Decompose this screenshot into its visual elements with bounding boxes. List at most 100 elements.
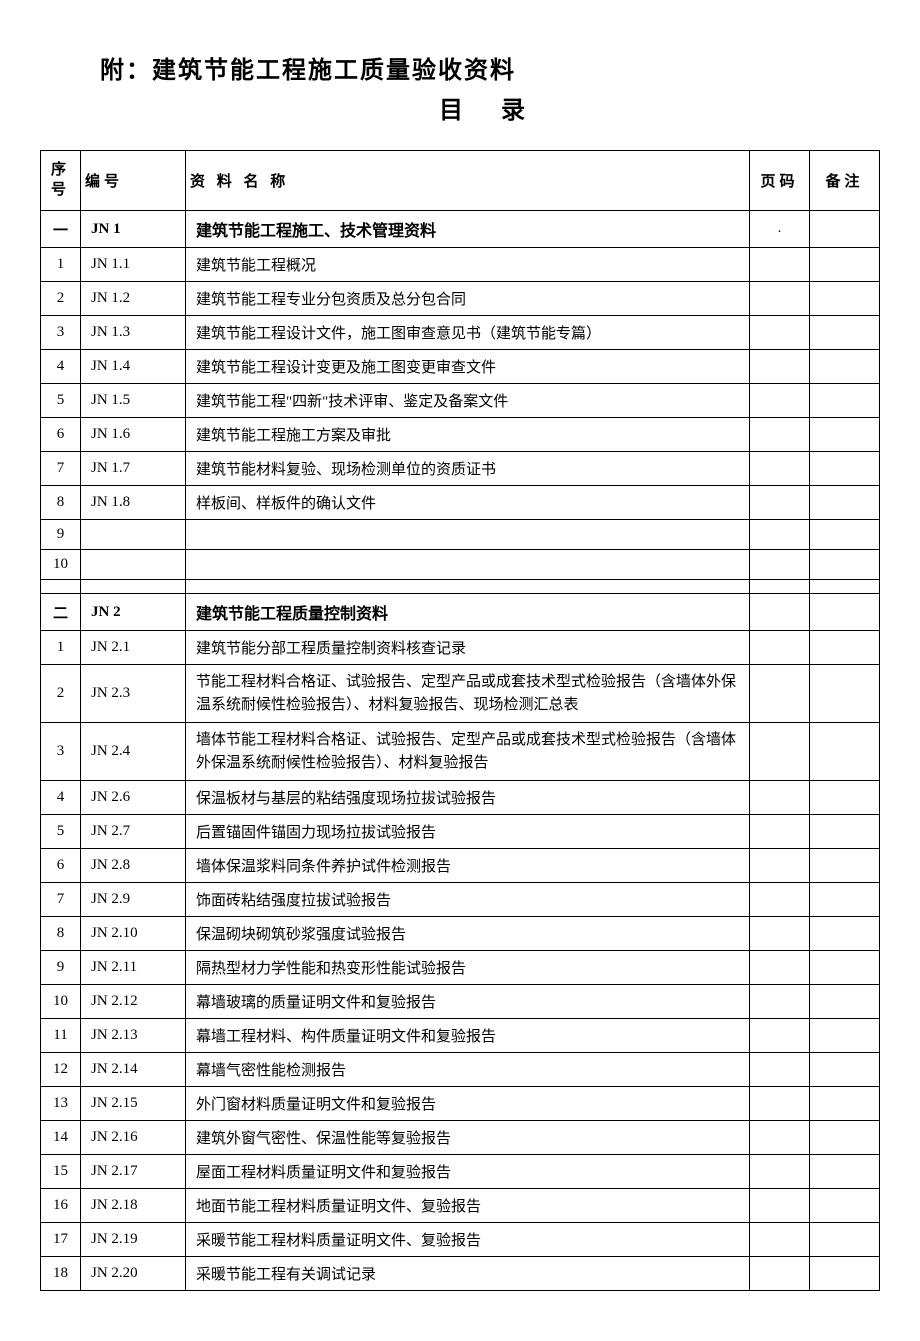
row-name: 外门窗材料质量证明文件和复验报告: [186, 1087, 750, 1121]
row-page: [750, 1019, 810, 1053]
row-note: [810, 665, 880, 723]
row-page: [750, 1155, 810, 1189]
row-seq: 6: [41, 418, 81, 452]
row-name: 饰面砖粘结强度拉拔试验报告: [186, 883, 750, 917]
row-name: 建筑节能工程施工方案及审批: [186, 418, 750, 452]
row-seq: 3: [41, 316, 81, 350]
table-row: 13JN 2.15外门窗材料质量证明文件和复验报告: [41, 1087, 880, 1121]
row-page: [750, 781, 810, 815]
row-name: 幕墙工程材料、构件质量证明文件和复验报告: [186, 1019, 750, 1053]
section-page: .: [750, 211, 810, 248]
table-row: 7JN 2.9饰面砖粘结强度拉拔试验报告: [41, 883, 880, 917]
row-seq: 11: [41, 1019, 81, 1053]
section-name: 建筑节能工程施工、技术管理资料: [186, 211, 750, 248]
table-row: 4JN 2.6保温板材与基层的粘结强度现场拉拔试验报告: [41, 781, 880, 815]
row-code: JN 2.11: [81, 951, 186, 985]
row-name: 建筑节能工程"四新"技术评审、鉴定及备案文件: [186, 384, 750, 418]
document-title-section: 附：建筑节能工程施工质量验收资料 目 录: [40, 50, 880, 125]
row-seq: 6: [41, 849, 81, 883]
table-body: 一JN 1建筑节能工程施工、技术管理资料.1JN 1.1建筑节能工程概况2JN …: [41, 211, 880, 1291]
row-note: [810, 723, 880, 781]
table-row: 14JN 2.16建筑外窗气密性、保温性能等复验报告: [41, 1121, 880, 1155]
row-note: [810, 316, 880, 350]
table-row: 4JN 1.4建筑节能工程设计变更及施工图变更审查文件: [41, 350, 880, 384]
row-seq: 7: [41, 452, 81, 486]
section-code: JN 1: [81, 211, 186, 248]
row-seq: 14: [41, 1121, 81, 1155]
table-row: 1JN 1.1建筑节能工程概况: [41, 248, 880, 282]
row-name: 幕墙气密性能检测报告: [186, 1053, 750, 1087]
row-page: [750, 418, 810, 452]
row-code: [81, 550, 186, 580]
table-row: 15JN 2.17屋面工程材料质量证明文件和复验报告: [41, 1155, 880, 1189]
spacer-cell: [810, 580, 880, 594]
row-seq: 9: [41, 951, 81, 985]
table-row: 12JN 2.14幕墙气密性能检测报告: [41, 1053, 880, 1087]
row-name: [186, 520, 750, 550]
row-note: [810, 384, 880, 418]
section-header-row: 二JN 2建筑节能工程质量控制资料: [41, 594, 880, 631]
row-seq: 4: [41, 350, 81, 384]
row-name: 样板间、样板件的确认文件: [186, 486, 750, 520]
row-seq: 8: [41, 917, 81, 951]
row-seq: 5: [41, 384, 81, 418]
row-code: JN 1.3: [81, 316, 186, 350]
row-name: 建筑节能工程设计变更及施工图变更审查文件: [186, 350, 750, 384]
header-page: 页码: [750, 151, 810, 211]
header-code: 编号: [81, 151, 186, 211]
row-code: JN 2.13: [81, 1019, 186, 1053]
table-row: 3JN 1.3建筑节能工程设计文件，施工图审查意见书（建筑节能专篇）: [41, 316, 880, 350]
table-row: 6JN 1.6建筑节能工程施工方案及审批: [41, 418, 880, 452]
row-note: [810, 951, 880, 985]
table-row: 2JN 1.2建筑节能工程专业分包资质及总分包合同: [41, 282, 880, 316]
row-page: [750, 1053, 810, 1087]
document-title-main: 附：建筑节能工程施工质量验收资料: [100, 50, 880, 85]
row-seq: 10: [41, 985, 81, 1019]
row-note: [810, 1019, 880, 1053]
table-row: 1JN 2.1建筑节能分部工程质量控制资料核查记录: [41, 631, 880, 665]
document-title-sub: 目 录: [100, 90, 880, 125]
row-name: 隔热型材力学性能和热变形性能试验报告: [186, 951, 750, 985]
row-page: [750, 1257, 810, 1291]
table-row: 6JN 2.8墙体保温浆料同条件养护试件检测报告: [41, 849, 880, 883]
row-page: [750, 1189, 810, 1223]
row-code: JN 2.15: [81, 1087, 186, 1121]
row-seq: 10: [41, 550, 81, 580]
section-seq: 二: [41, 594, 81, 631]
table-row: 9: [41, 520, 880, 550]
row-code: JN 1.6: [81, 418, 186, 452]
row-code: [81, 520, 186, 550]
section-name: 建筑节能工程质量控制资料: [186, 594, 750, 631]
row-code: JN 2.6: [81, 781, 186, 815]
row-code: JN 1.5: [81, 384, 186, 418]
row-code: JN 2.3: [81, 665, 186, 723]
row-note: [810, 1087, 880, 1121]
table-row: 10JN 2.12幕墙玻璃的质量证明文件和复验报告: [41, 985, 880, 1019]
row-code: JN 2.8: [81, 849, 186, 883]
row-name: 建筑节能工程专业分包资质及总分包合同: [186, 282, 750, 316]
row-name: 采暖节能工程材料质量证明文件、复验报告: [186, 1223, 750, 1257]
row-seq: 17: [41, 1223, 81, 1257]
row-page: [750, 849, 810, 883]
spacer-cell: [81, 580, 186, 594]
table-row: 8JN 2.10保温砌块砌筑砂浆强度试验报告: [41, 917, 880, 951]
row-note: [810, 849, 880, 883]
row-name: 地面节能工程材料质量证明文件、复验报告: [186, 1189, 750, 1223]
row-page: [750, 350, 810, 384]
row-page: [750, 282, 810, 316]
header-seq: 序号: [41, 151, 81, 211]
table-row: 9JN 2.11隔热型材力学性能和热变形性能试验报告: [41, 951, 880, 985]
row-name: 建筑外窗气密性、保温性能等复验报告: [186, 1121, 750, 1155]
row-name: 墙体节能工程材料合格证、试验报告、定型产品或成套技术型式检验报告（含墙体外保温系…: [186, 723, 750, 781]
row-seq: 2: [41, 665, 81, 723]
row-seq: 1: [41, 248, 81, 282]
section-note: [810, 211, 880, 248]
row-page: [750, 1223, 810, 1257]
row-note: [810, 248, 880, 282]
row-page: [750, 384, 810, 418]
row-note: [810, 1257, 880, 1291]
row-page: [750, 248, 810, 282]
table-row: 5JN 2.7后置锚固件锚固力现场拉拔试验报告: [41, 815, 880, 849]
row-name: [186, 550, 750, 580]
row-seq: 8: [41, 486, 81, 520]
